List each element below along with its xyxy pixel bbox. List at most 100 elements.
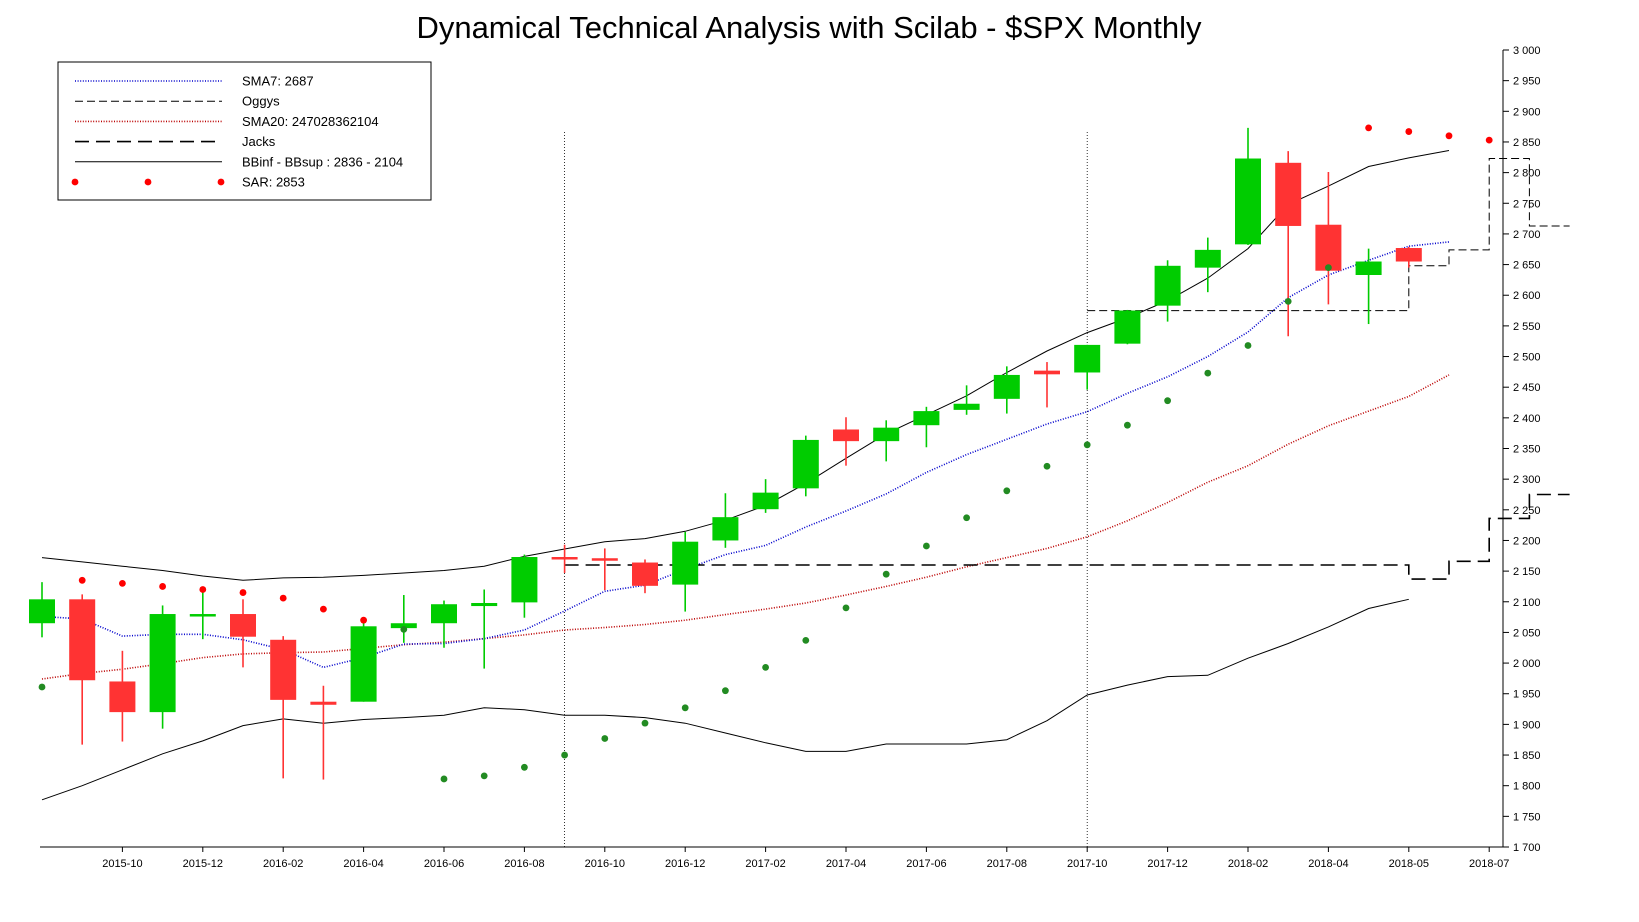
candle-body — [350, 626, 377, 702]
y-axis: 1 700 1 750 1 800 1 850 1 900 1 950 2 000 2 050… — [1503, 45, 1541, 854]
x-tick-label: 2017-12 — [1147, 858, 1187, 870]
candle-body — [189, 614, 216, 617]
legend-entry-label: SAR: 2853 — [242, 175, 305, 190]
sar-dot — [722, 687, 729, 695]
candle — [632, 559, 658, 594]
candle — [1114, 309, 1141, 345]
legend-sar-dot — [71, 178, 79, 186]
y-tick-label: 2 250 — [1513, 505, 1541, 517]
y-tick-label: 2 800 — [1513, 168, 1541, 180]
x-tick-label: 2018-02 — [1228, 858, 1268, 870]
candle — [672, 531, 699, 612]
y-tick-label: 1 950 — [1513, 689, 1541, 701]
y-tick-label: 1 800 — [1513, 781, 1541, 793]
x-tick-label: 2015-10 — [102, 858, 142, 870]
candle — [1034, 362, 1060, 408]
x-tick-label: 2016-10 — [585, 858, 625, 870]
candles — [29, 127, 1422, 780]
chart-title: Dynamical Technical Analysis with Scilab… — [416, 10, 1202, 45]
x-tick-label: 2016-02 — [263, 858, 303, 870]
candle-body — [953, 403, 980, 410]
x-tick-label: 2018-05 — [1389, 858, 1429, 870]
y-tick-label: 3 000 — [1513, 45, 1541, 57]
y-tick-label: 2 100 — [1513, 597, 1541, 609]
y-tick-label: 2 850 — [1513, 137, 1541, 149]
x-tick-label: 2017-10 — [1067, 858, 1107, 870]
oggys-series — [1087, 158, 1570, 312]
candle — [591, 548, 618, 591]
sar-dot — [1325, 264, 1332, 272]
candle-body — [69, 599, 96, 681]
sar-dot — [923, 542, 930, 550]
sar-dot — [239, 589, 247, 596]
sar-dot — [802, 636, 810, 644]
sar-dot — [320, 605, 327, 613]
candle-body — [913, 411, 940, 426]
sar-dot — [279, 594, 287, 602]
candle — [1194, 237, 1221, 293]
candle-body — [511, 557, 538, 603]
candle — [953, 385, 980, 415]
sar-dot — [681, 704, 689, 712]
candle-body — [390, 623, 417, 629]
y-tick-label: 2 300 — [1513, 474, 1541, 486]
bollinger-bands — [41, 150, 1450, 801]
candle-body — [873, 427, 900, 442]
candle-body — [1074, 344, 1101, 373]
candle — [109, 650, 136, 742]
candle — [792, 435, 819, 497]
x-tick-label: 2017-08 — [987, 858, 1027, 870]
candle-body — [591, 558, 618, 561]
sar-dot — [199, 586, 207, 593]
sar-dot — [1083, 441, 1091, 449]
candle — [149, 605, 176, 729]
x-tick-label: 2015-12 — [183, 858, 223, 870]
candle-body — [632, 562, 658, 586]
y-tick-label: 2 900 — [1513, 106, 1541, 118]
y-tick-label: 1 700 — [1513, 842, 1541, 854]
sar-dot — [762, 663, 769, 671]
candle-body — [1154, 265, 1181, 306]
sar-dot — [1445, 132, 1453, 140]
sar-dot — [480, 772, 488, 780]
candle — [511, 554, 538, 618]
x-tick-label: 2016-12 — [665, 858, 705, 870]
candle-body — [471, 602, 498, 607]
sar-dot — [1244, 342, 1252, 349]
candle — [390, 595, 417, 643]
x-tick-label: 2017-04 — [826, 858, 866, 870]
legend-entry-label: Oggys — [242, 94, 280, 109]
candle-body — [752, 492, 779, 510]
x-tick-label: 2018-07 — [1469, 858, 1509, 870]
bb-inf-line — [41, 598, 1409, 801]
candle-body — [1194, 249, 1221, 268]
candle-body — [1355, 261, 1382, 275]
y-tick-label: 2 950 — [1513, 76, 1541, 88]
y-tick-label: 2 350 — [1513, 444, 1541, 456]
sar-dot — [1204, 369, 1212, 377]
x-tick-label: 2017-06 — [906, 858, 946, 870]
y-tick-label: 1 850 — [1513, 750, 1541, 762]
legend-entry-label: SMA7: 2687 — [242, 74, 314, 89]
sar-dot — [1124, 421, 1131, 429]
candle — [873, 420, 900, 462]
y-tick-label: 2 500 — [1513, 352, 1541, 364]
candle — [1074, 344, 1101, 390]
y-tick-label: 2 200 — [1513, 535, 1541, 547]
vertical-markers — [564, 132, 1088, 847]
candle-body — [1034, 370, 1060, 375]
sar-dot — [400, 625, 408, 633]
sar-dot — [882, 570, 890, 578]
candle — [752, 479, 779, 513]
candle-body — [1275, 162, 1302, 226]
bb-sup-line — [41, 150, 1450, 581]
candle — [712, 493, 739, 548]
candle — [1355, 248, 1382, 325]
sar-dot — [521, 763, 528, 771]
sar-series — [38, 124, 1493, 783]
y-tick-label: 2 150 — [1513, 566, 1541, 578]
candle — [189, 591, 216, 640]
x-tick-label: 2016-04 — [343, 858, 383, 870]
candle-body — [1395, 248, 1422, 262]
candle — [29, 582, 55, 638]
